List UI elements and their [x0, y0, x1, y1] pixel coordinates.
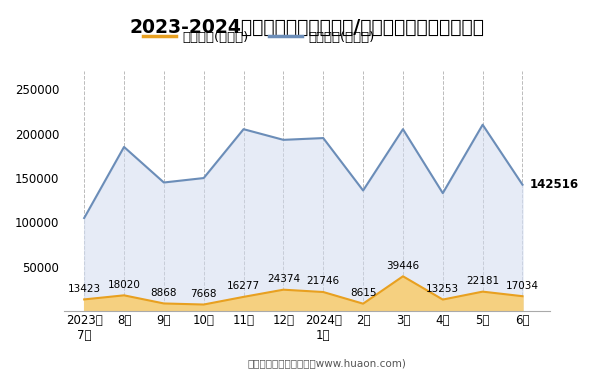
- Text: 13253: 13253: [426, 284, 459, 294]
- Text: 39446: 39446: [386, 261, 419, 271]
- Text: 16277: 16277: [227, 281, 260, 291]
- Text: 21746: 21746: [306, 276, 340, 286]
- Text: 24374: 24374: [267, 274, 300, 284]
- Text: 13423: 13423: [68, 284, 101, 294]
- Text: 142516: 142516: [530, 178, 578, 191]
- Text: 18020: 18020: [108, 280, 140, 290]
- Text: 22181: 22181: [466, 276, 499, 286]
- Text: 17034: 17034: [506, 280, 539, 291]
- Text: 8615: 8615: [350, 288, 377, 298]
- Text: 制图：华经产业研究院（www.huaon.com): 制图：华经产业研究院（www.huaon.com): [248, 358, 407, 368]
- Text: 7668: 7668: [190, 289, 217, 299]
- Legend: 出口总额(万美元), 进口总额(万美元): 出口总额(万美元), 进口总额(万美元): [137, 25, 380, 49]
- Title: 2023-2024年大庆市（境内目的地/货源地）进、出口额统计: 2023-2024年大庆市（境内目的地/货源地）进、出口额统计: [130, 17, 485, 36]
- Text: 8868: 8868: [151, 288, 177, 298]
